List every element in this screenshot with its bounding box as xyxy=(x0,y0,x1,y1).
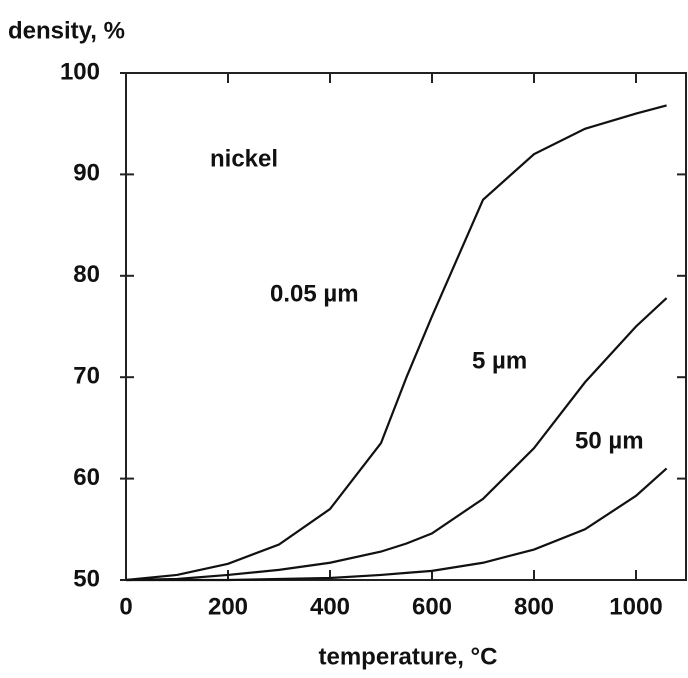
y-tick-label: 60 xyxy=(73,464,100,491)
series-line xyxy=(125,297,668,582)
y-tick-label: 90 xyxy=(73,160,100,187)
series-label: 50 µm xyxy=(575,427,644,454)
series-line xyxy=(126,467,668,582)
y-axis-label: density, % xyxy=(8,17,125,44)
series-line xyxy=(125,104,667,582)
series-label: 5 µm xyxy=(472,347,527,374)
y-tick-label: 100 xyxy=(60,58,100,85)
x-tick-label: 400 xyxy=(310,593,350,620)
x-tick-label: 600 xyxy=(412,593,452,620)
x-tick-label: 0 xyxy=(119,593,132,620)
x-tick-label: 1000 xyxy=(609,593,662,620)
annotation: nickel xyxy=(210,145,278,172)
y-tick-label: 70 xyxy=(73,363,100,390)
y-tick-label: 50 xyxy=(73,565,100,592)
x-tick-label: 800 xyxy=(514,593,554,620)
series-label: 0.05 µm xyxy=(270,280,359,307)
y-tick-label: 80 xyxy=(73,261,100,288)
x-tick-label: 200 xyxy=(208,593,248,620)
plot-frame xyxy=(125,72,687,581)
x-axis-label: temperature, °C xyxy=(319,643,498,670)
